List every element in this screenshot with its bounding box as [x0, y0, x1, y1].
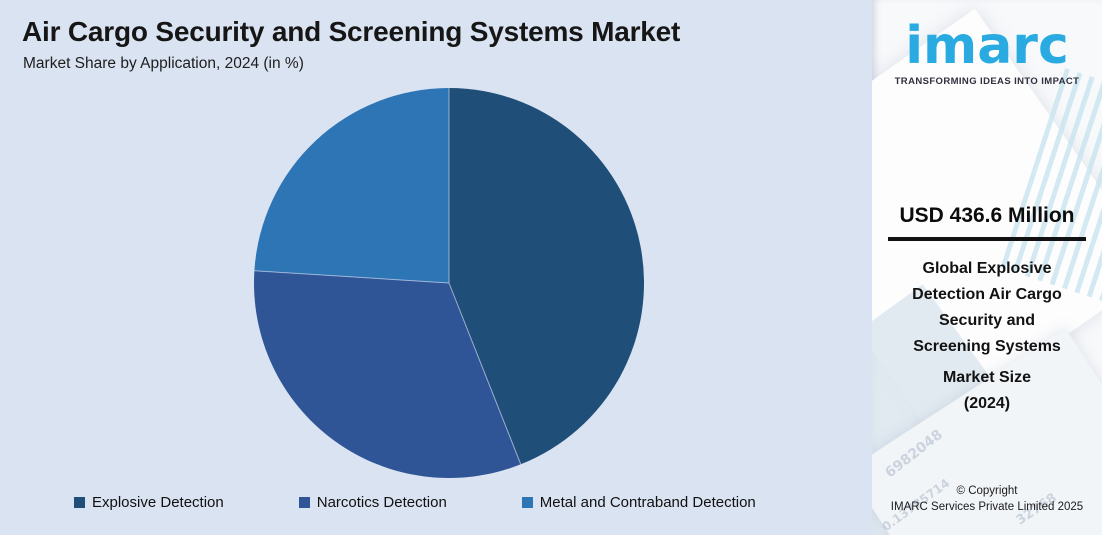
legend-item-explosive-detection: Explosive Detection — [74, 494, 224, 511]
legend-label: Explosive Detection — [92, 494, 224, 511]
market-label-line: Detection Air Cargo — [912, 286, 1062, 303]
divider-line — [888, 237, 1086, 241]
pie-slice-metal-and-contraband-detection — [254, 88, 449, 283]
side-panel: 6982048 0.13785714 32768 imarc TRANSFORM… — [872, 0, 1102, 535]
market-label-line: Screening Systems — [913, 338, 1061, 355]
legend-item-narcotics-detection: Narcotics Detection — [298, 494, 447, 511]
legend-swatch-explosive-detection — [74, 497, 85, 508]
imarc-logo-text: imarc — [905, 16, 1069, 76]
legend-label: Narcotics Detection — [316, 494, 447, 511]
pie-chart — [253, 88, 645, 479]
pie-slice-explosive-detection — [449, 88, 645, 465]
chart-area: Air Cargo Security and Screening Systems… — [0, 0, 872, 535]
market-label-line: Security and — [938, 312, 1036, 329]
legend-label: Metal and Contraband Detection — [539, 494, 756, 511]
market-label-line: Global Explosive — [922, 260, 1052, 277]
pie-slice-separator — [254, 270, 450, 284]
chart-subtitle: Market Share by Application, 2024 (in %) — [23, 55, 304, 72]
legend-swatch-narcotics-detection — [298, 497, 310, 508]
legend: Explosive Detection Narcotics Detection … — [0, 494, 872, 511]
pie-slice-narcotics-detection — [253, 270, 521, 479]
copyright-line: IMARC Services Private Limited 2025 — [890, 501, 1084, 513]
imarc-logo: imarc TRANSFORMING IDEAS INTO IMPACT — [872, 16, 1102, 88]
chart-title: Air Cargo Security and Screening Systems… — [22, 16, 681, 47]
market-size-value: USD 436.6 Million — [899, 204, 1075, 227]
market-label-line: (2024) — [963, 395, 1011, 412]
background-number-watermark: 6982048 — [882, 426, 946, 482]
copyright-notice: © Copyright IMARC Services Private Limit… — [872, 483, 1102, 515]
pie-slice-separator — [448, 282, 522, 465]
market-label-line: Market Size — [942, 369, 1032, 386]
market-size-label: Global Explosive Detection Air Cargo Sec… — [882, 256, 1092, 417]
legend-swatch-metal-contraband-detection — [521, 497, 533, 508]
legend-item-metal-contraband-detection: Metal and Contraband Detection — [521, 494, 756, 511]
imarc-logo-tagline: TRANSFORMING IDEAS INTO IMPACT — [894, 76, 1080, 88]
copyright-line: © Copyright — [956, 485, 1018, 497]
